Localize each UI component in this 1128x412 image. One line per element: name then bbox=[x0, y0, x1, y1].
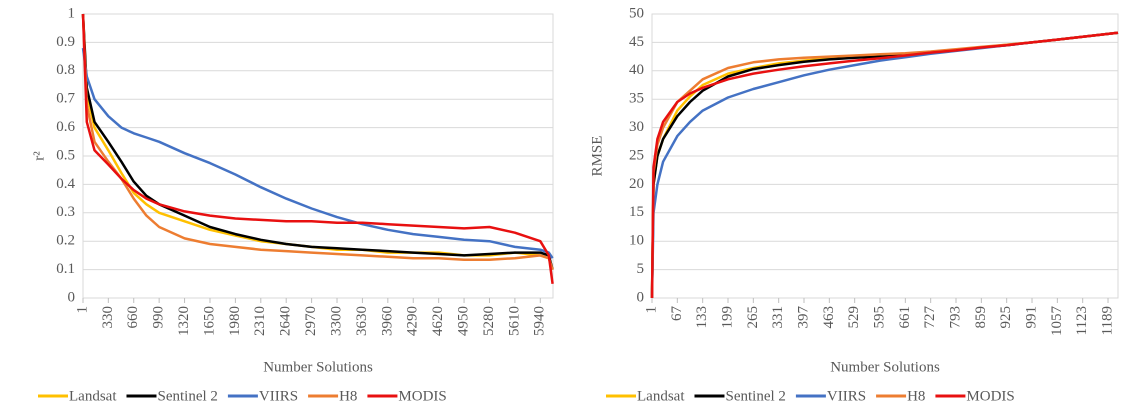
legend-label: Landsat bbox=[637, 388, 685, 404]
x-tick-label: 4950 bbox=[456, 306, 472, 336]
x-tick-label: 529 bbox=[846, 306, 862, 329]
x-tick-label: 3630 bbox=[354, 306, 370, 336]
y-tick-label: 25 bbox=[629, 147, 644, 163]
y-tick-label: 0.7 bbox=[56, 91, 75, 107]
x-tick-label: 3300 bbox=[328, 306, 344, 336]
y-tick-label: 0.9 bbox=[56, 34, 75, 50]
x-tick-label: 3960 bbox=[379, 306, 395, 336]
x-tick-label: 925 bbox=[998, 306, 1014, 329]
y-tick-label: 20 bbox=[629, 176, 644, 192]
x-axis-label: Number Solutions bbox=[263, 359, 373, 375]
y-tick-label: 0 bbox=[637, 289, 645, 305]
legend-label: H8 bbox=[339, 388, 357, 404]
x-tick-label: 595 bbox=[871, 306, 887, 329]
x-tick-label: 199 bbox=[719, 306, 735, 329]
x-tick-label: 1189 bbox=[1099, 306, 1115, 335]
x-tick-label: 727 bbox=[922, 306, 938, 329]
legend-label: VIIRS bbox=[827, 388, 866, 404]
line bbox=[81, 47, 554, 259]
y-tick-label: 10 bbox=[629, 233, 644, 249]
y-tick-label: 0.2 bbox=[56, 233, 75, 249]
y-tick-label: 15 bbox=[629, 204, 644, 220]
line bbox=[81, 13, 554, 284]
x-tick-label: 793 bbox=[947, 306, 963, 329]
x-tick-label: 67 bbox=[669, 306, 685, 322]
x-tick-label: 5940 bbox=[532, 306, 548, 336]
y-tick-label: 0.4 bbox=[56, 176, 75, 192]
x-tick-label: 331 bbox=[770, 306, 786, 329]
x-tick-label: 1650 bbox=[201, 306, 217, 336]
legend-label: VIIRS bbox=[259, 388, 298, 404]
line bbox=[650, 31, 1119, 299]
legend-label: MODIS bbox=[966, 388, 1014, 404]
x-tick-label: 1057 bbox=[1049, 306, 1065, 337]
y-tick-label: 35 bbox=[629, 91, 644, 107]
x-tick-label: 859 bbox=[973, 306, 989, 329]
x-tick-label: 5610 bbox=[506, 306, 522, 336]
y-tick-label: 0.1 bbox=[56, 261, 75, 277]
line bbox=[81, 13, 554, 270]
x-tick-label: 330 bbox=[100, 306, 116, 329]
x-tick-label: 5280 bbox=[481, 306, 497, 336]
x-tick-label: 133 bbox=[694, 306, 710, 329]
y-tick-label: 1 bbox=[68, 5, 76, 21]
line bbox=[81, 13, 554, 270]
line bbox=[650, 31, 1119, 299]
x-tick-label: 265 bbox=[745, 306, 761, 329]
x-tick-label: 991 bbox=[1023, 306, 1039, 329]
x-tick-label: 463 bbox=[821, 306, 837, 329]
y-tick-label: 50 bbox=[629, 5, 644, 21]
y-tick-label: 0.6 bbox=[56, 119, 75, 135]
line bbox=[650, 31, 1119, 299]
legend-label: H8 bbox=[907, 388, 925, 404]
line bbox=[81, 13, 554, 270]
x-tick-label: 397 bbox=[795, 306, 811, 329]
y-axis-label: RMSE bbox=[589, 136, 605, 177]
x-tick-label: 1980 bbox=[227, 306, 243, 336]
x-tick-label: 4620 bbox=[430, 306, 446, 336]
y-tick-label: 30 bbox=[629, 119, 644, 135]
x-tick-label: 2310 bbox=[252, 306, 268, 336]
y-tick-label: 0.3 bbox=[56, 204, 75, 220]
x-tick-label: 661 bbox=[897, 306, 913, 329]
x-axis-label: Number Solutions bbox=[830, 359, 940, 375]
x-tick-label: 990 bbox=[151, 306, 167, 329]
x-tick-label: 660 bbox=[125, 306, 141, 329]
x-tick-label: 1 bbox=[74, 306, 90, 314]
y-tick-label: 0.8 bbox=[56, 62, 75, 78]
x-tick-label: 2970 bbox=[303, 306, 319, 336]
y-tick-label: 0.5 bbox=[56, 147, 75, 163]
x-tick-label: 4290 bbox=[405, 306, 421, 336]
y-tick-label: 5 bbox=[637, 261, 645, 277]
line bbox=[650, 31, 1119, 299]
y-tick-label: 45 bbox=[629, 34, 644, 50]
legend-label: MODIS bbox=[398, 388, 446, 404]
x-tick-label: 1 bbox=[643, 306, 659, 314]
x-tick-label: 1123 bbox=[1074, 306, 1090, 335]
legend-label: Landsat bbox=[69, 388, 117, 404]
y-axis-label: r² bbox=[31, 151, 47, 161]
legend-label: Sentinel 2 bbox=[725, 388, 785, 404]
y-tick-label: 40 bbox=[629, 62, 644, 78]
x-tick-label: 2640 bbox=[278, 306, 294, 336]
y-tick-label: 0 bbox=[68, 289, 76, 305]
line bbox=[650, 31, 1119, 299]
legend-label: Sentinel 2 bbox=[157, 388, 217, 404]
x-tick-label: 1320 bbox=[176, 306, 192, 336]
